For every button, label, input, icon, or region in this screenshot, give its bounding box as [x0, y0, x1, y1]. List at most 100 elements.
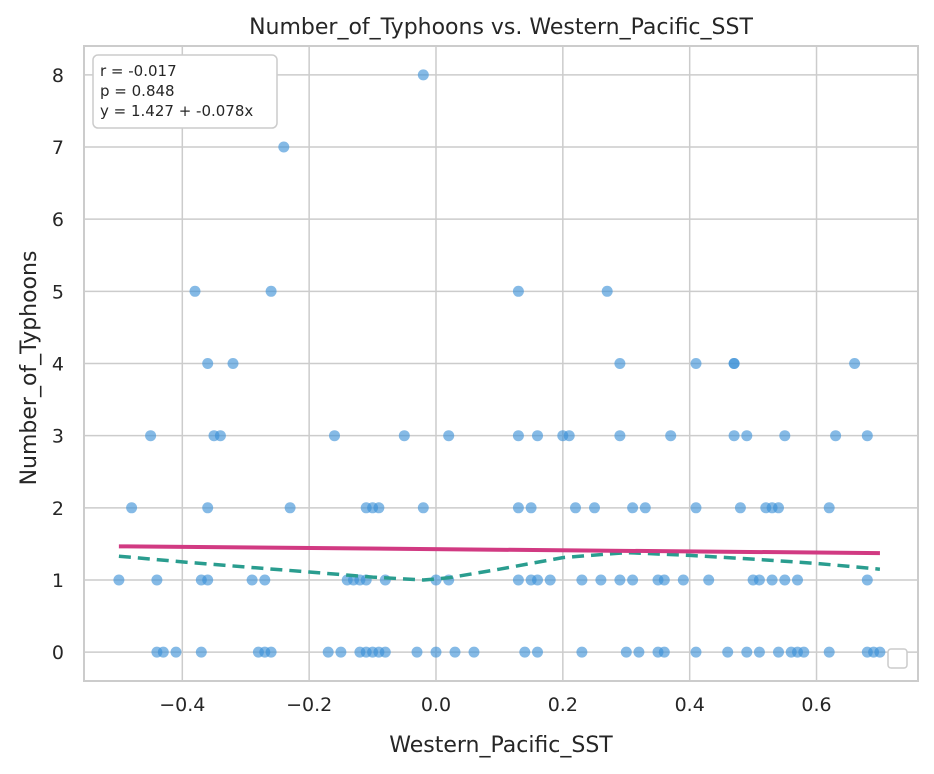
data-point	[766, 574, 778, 586]
data-point	[265, 285, 277, 297]
data-point	[849, 358, 861, 369]
data-point	[633, 646, 645, 658]
data-point	[214, 430, 226, 442]
data-point	[741, 646, 753, 658]
data-point	[576, 646, 588, 658]
data-point	[861, 430, 873, 442]
data-point	[595, 574, 607, 586]
data-point	[227, 358, 239, 369]
data-point	[722, 646, 734, 658]
data-point	[443, 430, 455, 442]
data-point	[690, 358, 702, 369]
data-point	[779, 574, 791, 586]
data-point	[792, 574, 803, 586]
data-point	[157, 646, 169, 658]
data-point	[417, 69, 429, 81]
data-point	[576, 574, 588, 586]
data-point	[544, 574, 556, 586]
data-point	[874, 646, 886, 658]
data-point	[823, 502, 835, 514]
data-point	[753, 574, 765, 586]
data-point	[265, 646, 277, 658]
data-point	[512, 430, 524, 442]
data-point	[151, 574, 163, 586]
data-point	[798, 646, 810, 658]
data-point	[677, 574, 689, 586]
data-point	[322, 646, 334, 658]
tick-labels: −0.4 −0.2 0.0 0.2 0.4 0.6 0 1 2 3 4 5 6 7 8	[52, 65, 832, 716]
fit-lines	[118, 544, 881, 582]
stats-p: p = 0.848	[100, 82, 175, 100]
data-point	[329, 430, 340, 442]
data-point	[773, 646, 784, 658]
data-point	[259, 574, 271, 586]
stats-box	[92, 54, 278, 129]
chart-title: Number_of_Typhoons vs. Western_Pacific_S…	[249, 15, 753, 40]
data-point	[284, 502, 296, 514]
data-point	[627, 574, 639, 586]
x-tick-label: −0.4	[159, 694, 205, 716]
data-point	[570, 502, 581, 514]
data-point	[861, 574, 873, 586]
data-point	[614, 430, 626, 442]
data-point	[246, 574, 258, 586]
regression-line	[118, 544, 880, 556]
data-point	[563, 430, 575, 442]
y-tick-label: 3	[52, 426, 64, 448]
stats-equation: y = 1.427 + -0.078x	[100, 102, 253, 120]
plot-frame	[83, 45, 919, 682]
data-points	[113, 69, 886, 658]
x-tick-label: 0.6	[801, 694, 831, 716]
x-tick-label: 0.0	[421, 694, 451, 716]
data-point	[589, 502, 600, 514]
data-point	[335, 646, 347, 658]
data-point	[468, 646, 480, 658]
y-tick-label: 8	[52, 65, 64, 87]
y-tick-label: 1	[52, 570, 64, 592]
data-point	[830, 430, 842, 442]
y-axis-label: Number_of_Typhoons	[17, 251, 42, 486]
data-point	[525, 502, 537, 514]
y-tick-label: 6	[52, 209, 64, 231]
data-point	[373, 502, 385, 514]
data-point	[627, 502, 639, 514]
x-tick-label: 0.4	[675, 694, 705, 716]
data-point	[512, 574, 524, 586]
data-point	[398, 430, 410, 442]
data-point	[690, 646, 702, 658]
data-point	[126, 502, 138, 514]
data-point	[779, 430, 791, 442]
data-point	[658, 574, 670, 586]
x-tick-label: 0.2	[548, 694, 578, 716]
data-point	[278, 141, 290, 153]
stats-annotation: r = -0.017 p = 0.848 y = 1.427 + -0.078x	[92, 54, 278, 129]
data-point	[430, 574, 442, 586]
data-point	[614, 574, 626, 586]
grid	[84, 46, 918, 681]
data-point	[741, 430, 753, 442]
data-point	[728, 358, 740, 369]
y-tick-label: 4	[52, 354, 64, 376]
data-point	[202, 358, 214, 369]
data-point	[519, 646, 531, 658]
data-point	[411, 646, 423, 658]
data-point	[449, 646, 461, 658]
data-point	[614, 358, 626, 369]
data-point	[170, 646, 182, 658]
data-point	[665, 430, 677, 442]
data-point	[379, 646, 391, 658]
data-point	[690, 502, 702, 514]
data-point	[195, 646, 207, 658]
data-point	[532, 574, 543, 586]
data-point	[773, 502, 784, 514]
data-point	[512, 502, 524, 514]
data-point	[113, 574, 125, 586]
data-point	[202, 574, 214, 586]
data-point	[728, 430, 740, 442]
data-point	[620, 646, 632, 658]
data-point	[145, 430, 157, 442]
data-point	[734, 502, 746, 514]
legend-box	[887, 648, 908, 669]
